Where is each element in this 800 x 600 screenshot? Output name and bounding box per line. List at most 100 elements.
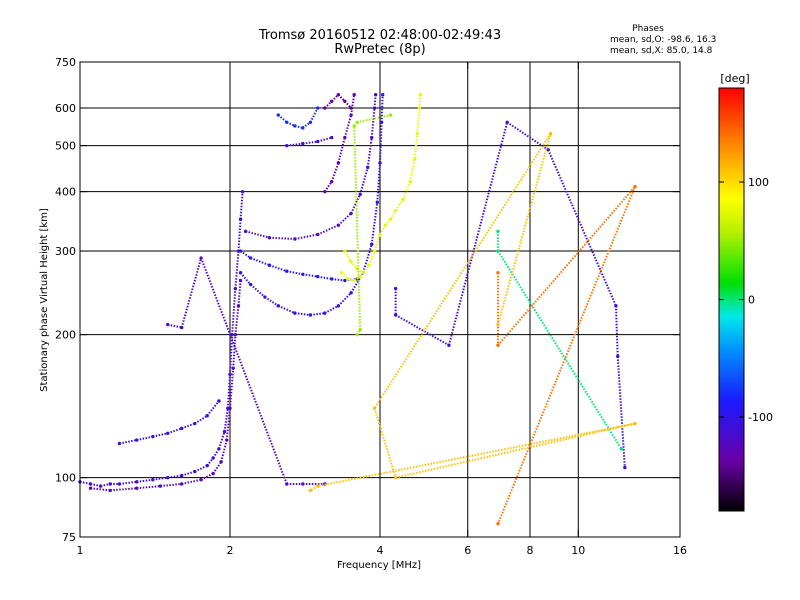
trace-segment [277,304,296,315]
trace-segment [225,408,231,441]
trace-segment [447,122,509,346]
data-trace [343,93,423,275]
trace-segment [350,193,362,214]
trace-segment [90,487,111,492]
trace-segment [366,137,373,168]
data-trace [308,131,637,493]
trace-segment [343,250,352,263]
trace-segment [269,264,288,273]
data-trace [352,113,393,337]
data-trace [285,135,334,148]
trace-segment [418,94,422,109]
trace-segment [359,167,369,195]
colorbar-tick-label: 0 [748,294,755,307]
data-trace [276,106,320,130]
trace-segment [239,250,252,259]
y-tick-label: 75 [62,531,76,544]
trace-segment [370,107,376,138]
trace-segment [337,137,346,164]
data-trace [496,184,637,526]
trace-segment [167,427,183,435]
x-tick-label: 2 [227,544,234,557]
data-trace [117,399,221,446]
trace-segment [206,400,220,417]
x-axis-label: Frequency [MHz] [337,560,421,571]
data-point [349,106,353,110]
trace-segment [212,461,222,475]
colorbar-ticks: 100 0 -100 [719,176,773,424]
data-trace [166,256,327,486]
trace-segment [286,270,304,276]
y-tick-label: 500 [55,140,76,153]
trace-segment [362,243,373,274]
trace-segment [302,140,318,145]
trace-segment [376,162,381,203]
trace-segment [136,435,154,442]
data-point [619,447,624,451]
phase-stats-heading: Phases [632,24,664,34]
trace-segment [337,292,352,307]
data-points [78,93,637,526]
trace-segment [152,476,168,481]
trace-segment [353,275,361,282]
data-point [418,93,423,97]
data-trace [238,249,359,283]
y-tick-label: 300 [55,245,76,258]
trace-segment [497,133,552,325]
trace-segment [373,94,377,109]
trace-segment [119,439,137,445]
colorbar-tick-label: -100 [748,411,773,424]
trace-segment [317,275,332,280]
trace-segment [350,94,356,116]
trace-segment [264,296,279,307]
trace-segment [212,448,220,459]
trace-segment [152,432,168,438]
data-point [496,521,500,526]
trace-segment [229,334,234,375]
trace-segment [269,236,295,240]
trace-segment [616,356,626,468]
trace-segment [497,186,636,525]
trace-segment [413,133,419,159]
trace-segment [497,185,636,346]
trace-segment [180,257,203,328]
trace-segment [110,487,137,492]
y-tick-label: 750 [55,56,76,69]
colorbar-label: [deg] [720,72,749,85]
trace-segment [223,408,229,432]
trace-segment [239,272,252,286]
trace-segment [356,329,362,336]
trace-segment [245,230,270,239]
trace-segment [249,283,266,298]
data-point [316,106,320,110]
trace-segment [286,142,303,147]
trace-segment [194,464,208,473]
x-tick-label: 10 [571,544,585,557]
data-trace [238,93,385,317]
data-trace [339,271,362,283]
data-point [373,93,378,97]
trace-segment [136,485,161,490]
trace-segment [330,162,340,182]
trace-segment [317,224,339,236]
data-trace [323,93,356,194]
data-trace [323,93,353,110]
trace-segment [234,250,240,289]
data-point [240,189,245,194]
trace-segment [394,199,404,212]
trace-segment [395,422,636,479]
trace-segment [136,478,153,483]
trace-segment [229,368,235,409]
trace-segment [373,133,552,409]
trace-segment [379,122,383,163]
data-trace [393,120,627,470]
trace-segment [237,219,242,252]
x-tick-label: 4 [377,544,384,557]
trace-segment [373,407,397,478]
data-point [238,278,243,283]
data-point [380,93,385,97]
trace-segment [200,257,288,485]
data-point [217,399,221,403]
trace-segment [367,250,376,266]
